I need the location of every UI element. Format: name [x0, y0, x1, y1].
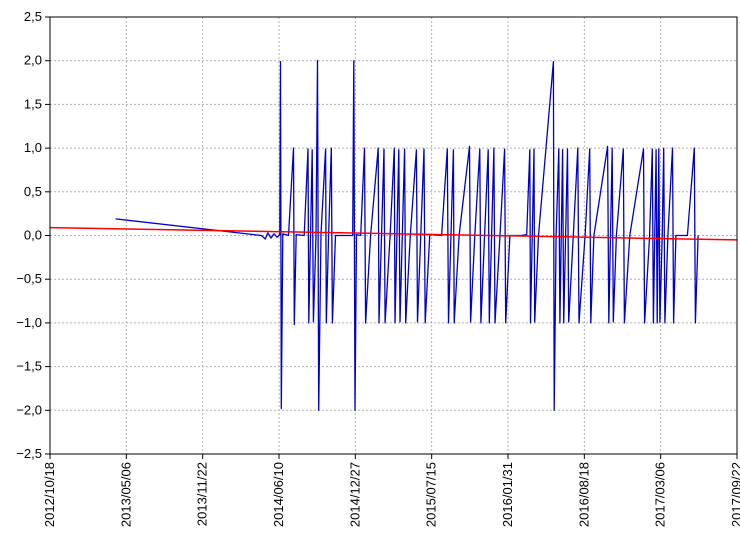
- plot-frame: [49, 16, 738, 455]
- x-tick-label: 2015/07/15: [424, 462, 439, 527]
- y-tick-label: 0,5: [24, 184, 42, 199]
- x-tick-label: 2013/11/22: [195, 462, 210, 526]
- y-tick-label: −0,5: [16, 271, 42, 286]
- y-tick-label: 2,0: [24, 53, 42, 68]
- x-tick-label: 2013/05/06: [118, 462, 133, 527]
- trend-line-red: [49, 226, 738, 241]
- x-axis: 2012/10/18 2013/05/06 2013/11/22 2014/06/10…: [42, 454, 740, 527]
- x-tick-label: 2017/03/06: [653, 462, 668, 527]
- x-tick-label: 2014/12/27: [347, 462, 362, 527]
- x-tick-label: 2014/06/10: [271, 462, 286, 527]
- grid-layer: [50, 17, 737, 454]
- series-layer: [49, 60, 738, 411]
- x-tick-label: 2016/08/18: [576, 462, 591, 527]
- y-tick-label: −2,0: [16, 402, 42, 417]
- y-tick-label: −1,5: [16, 359, 42, 374]
- series-line-blue: [115, 60, 699, 411]
- x-tick-label: 2012/10/18: [42, 462, 57, 527]
- y-tick-label: −1,0: [16, 315, 42, 330]
- y-tick-label: 1,5: [24, 96, 42, 111]
- y-tick-label: 2,5: [24, 9, 42, 24]
- x-tick-label: 2016/01/31: [500, 462, 515, 527]
- y-axis: 2,5 2,0 1,5 1,0 0,5 0,0 −0,5 −1,0 −1,5 −2,0 −2,5: [16, 9, 50, 461]
- y-tick-label: −2,5: [16, 446, 42, 461]
- y-tick-label: 0,0: [24, 228, 42, 243]
- y-tick-label: 1,0: [24, 140, 42, 155]
- x-tick-label: 2017/09/22: [729, 462, 740, 527]
